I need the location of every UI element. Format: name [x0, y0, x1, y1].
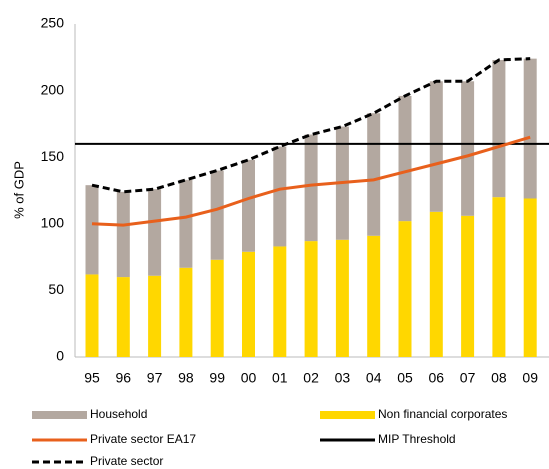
bar — [367, 113, 381, 236]
bar — [179, 179, 193, 268]
legend-label: Private sector EA17 — [90, 432, 196, 446]
x-tick-label: 05 — [397, 370, 413, 386]
bar — [210, 259, 224, 357]
y-tick-label: 0 — [56, 348, 64, 364]
bar — [148, 189, 162, 276]
y-tick-label: 250 — [41, 15, 65, 31]
bar — [116, 277, 130, 357]
bar — [242, 159, 255, 252]
bar — [523, 58, 537, 199]
legend-label: MIP Threshold — [378, 432, 456, 446]
bar — [116, 191, 130, 278]
bar — [398, 95, 412, 222]
y-tick-label: 200 — [41, 81, 65, 97]
bar — [148, 275, 162, 357]
x-tick-label: 96 — [116, 370, 132, 386]
x-tick-label: 98 — [178, 370, 194, 386]
bar — [492, 197, 506, 357]
x-tick-label: 99 — [209, 370, 225, 386]
x-tick-label: 04 — [366, 370, 382, 386]
legend-label: Non financial corporates — [378, 407, 507, 421]
x-tick-label: 00 — [241, 370, 257, 386]
legend-label: Private sector — [90, 454, 163, 468]
y-tick-label: 100 — [41, 215, 65, 231]
line — [91, 135, 531, 227]
legend-label: Household — [90, 407, 147, 421]
y-axis-label: % of GDP — [11, 161, 26, 219]
bar — [210, 170, 224, 260]
y-tick-label: 150 — [41, 148, 65, 164]
bar — [492, 59, 506, 198]
bar — [273, 146, 287, 247]
y-tick-label: 50 — [48, 281, 64, 297]
x-tick-label: 06 — [429, 370, 445, 386]
x-tick-label: 95 — [84, 370, 100, 386]
dashed-line — [91, 57, 531, 194]
bar — [523, 198, 537, 357]
bar — [398, 221, 412, 357]
x-tick-label: 02 — [303, 370, 319, 386]
legend-swatch — [320, 411, 375, 419]
bar — [429, 211, 443, 357]
bar — [461, 81, 475, 216]
x-tick-label: 09 — [522, 370, 538, 386]
bar — [429, 81, 443, 212]
x-tick-label: 03 — [335, 370, 351, 386]
x-tick-label: 01 — [272, 370, 288, 386]
x-tick-label: 08 — [491, 370, 507, 386]
bar — [304, 134, 318, 242]
bar — [179, 267, 193, 357]
legend-swatch — [32, 411, 87, 419]
bar — [335, 239, 349, 357]
x-tick-label: 07 — [460, 370, 476, 386]
bar — [367, 235, 381, 357]
bar — [85, 185, 99, 275]
bar — [85, 274, 99, 357]
bar — [242, 251, 255, 357]
bar — [461, 215, 475, 357]
bar — [304, 241, 318, 357]
bar — [273, 246, 287, 357]
x-tick-label: 97 — [147, 370, 163, 386]
